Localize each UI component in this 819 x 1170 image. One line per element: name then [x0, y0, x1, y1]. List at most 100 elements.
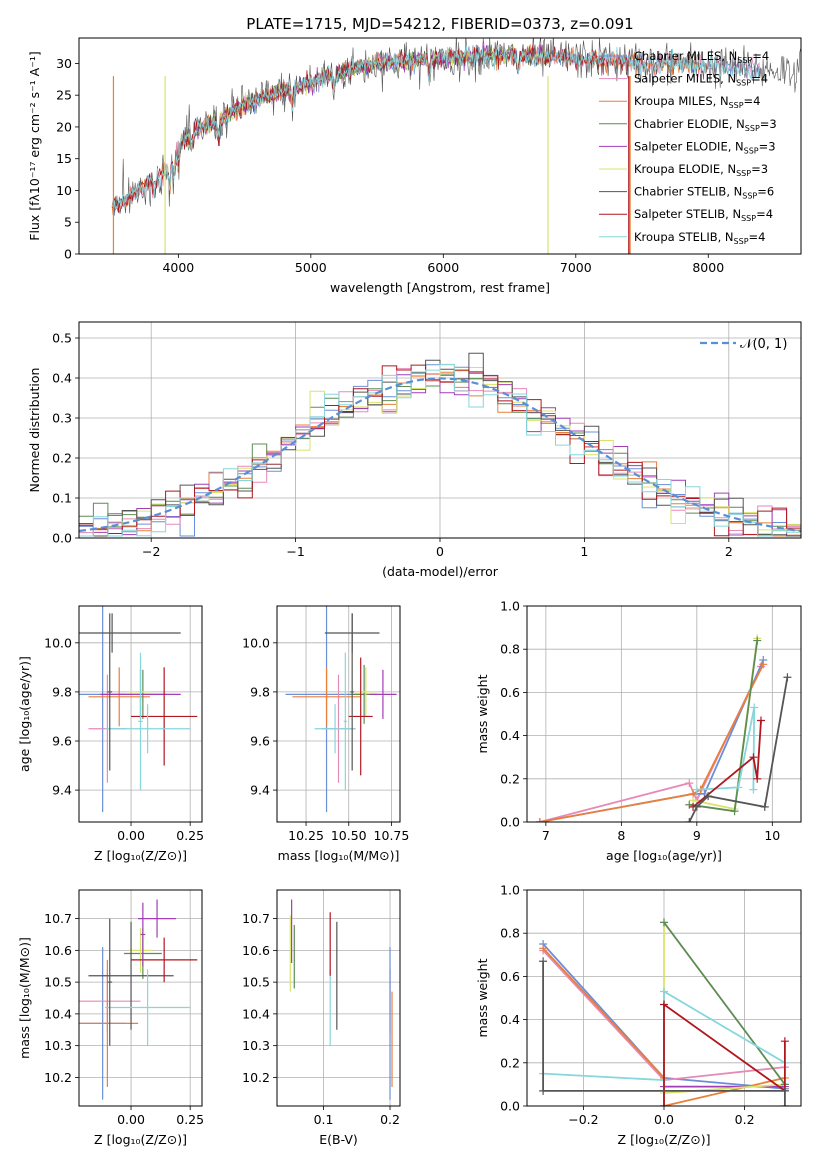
spectrum-series-chabrier_stelib — [111, 38, 801, 214]
y-axis-label: Normed distribution — [27, 368, 42, 493]
panel-z_mass: 0.00 0.25 10.2 10.3 10.4 10.5 10.6 10.7 Z [log₁₀… — [17, 889, 204, 1147]
spectrum-legend: Chabrier MILES, NSSP=4 Salpeter MILES, NS… — [599, 49, 777, 246]
y-tick-label: 10.0 — [44, 635, 72, 650]
y-tick-label: 0.5 — [52, 331, 72, 346]
plot-area-age_weight — [535, 634, 792, 822]
weight-marker-chabrier_elodie — [753, 636, 762, 645]
legend-label-salpeter_stelib: Salpeter STELIB, NSSP=4 — [634, 207, 773, 223]
legend-label-salpeter_miles: Salpeter MILES, NSSP=4 — [634, 72, 768, 88]
x-axis-label: Z [log₁₀(Z/Z⊙)] — [94, 1132, 187, 1147]
weight-marker-salpeter_stelib — [753, 774, 762, 783]
x-axis-label: wavelength [Angstrom, rest frame] — [330, 280, 550, 295]
y-tick-label: 10.2 — [242, 1070, 270, 1085]
weight-marker-chabrier_stelib — [685, 818, 694, 822]
y-tick-label: 10 — [56, 183, 72, 198]
histogram-kroupa_stelib — [79, 363, 801, 538]
y-axis-label: mass weight — [475, 674, 490, 753]
y-tick-label: 0.0 — [52, 531, 72, 546]
y-tick-label: 10.2 — [44, 1070, 72, 1085]
x-tick-label: 8 — [617, 828, 625, 843]
legend-label-chabrier_stelib: Chabrier STELIB, NSSP=6 — [634, 185, 774, 201]
y-tick-label: 9.6 — [52, 734, 72, 749]
y-axis-label: mass [log₁₀(M/M⊙)] — [17, 937, 32, 1059]
y-tick-label: 0.8 — [500, 926, 520, 941]
weight-marker-salpeter_stelib — [749, 753, 758, 762]
y-tick-label: 0.3 — [52, 411, 72, 426]
plot-area-spectrum — [111, 38, 801, 254]
x-tick-label: 0.2 — [735, 1112, 755, 1127]
legend-label-kroupa_miles: Kroupa MILES, NSSP=4 — [634, 94, 760, 110]
x-tick-label: 0 — [436, 544, 444, 559]
panel-ebv_mass: 0.1 0.2 10.2 10.3 10.4 10.5 10.6 10.7 E(B-V) — [242, 889, 401, 1147]
y-tick-label: 1.0 — [500, 883, 520, 898]
y-tick-label: 0.4 — [500, 1012, 520, 1027]
y-tick-label: 0.2 — [52, 451, 72, 466]
x-tick-label: 0.25 — [176, 828, 204, 843]
weight-marker-chabrier_stelib — [539, 1086, 548, 1095]
x-tick-label: −0.2 — [568, 1112, 598, 1127]
weight-marker-kroupa_stelib — [660, 987, 668, 996]
y-tick-label: 0.0 — [500, 1099, 520, 1114]
y-tick-label: 9.4 — [250, 783, 270, 798]
weight-line-chabrier_stelib — [542, 961, 786, 1106]
x-axis-label: Z [log₁₀(Z/Z⊙)] — [618, 1132, 711, 1147]
y-tick-label: 20 — [56, 119, 72, 134]
legend-label-kroupa_elodie: Kroupa ELODIE, NSSP=3 — [634, 162, 768, 178]
weight-line-salpeter_stelib — [692, 720, 762, 808]
y-tick-label: 10.4 — [242, 1006, 270, 1021]
weight-marker-chabrier_stelib — [780, 1086, 789, 1095]
weight-marker-salpeter_miles — [685, 779, 694, 788]
weight-marker-chabrier_stelib — [783, 673, 792, 682]
axes-frame — [78, 605, 203, 823]
x-axis-label: age [log₁₀(age/yr)] — [606, 848, 722, 863]
x-tick-label: 7000 — [560, 260, 592, 275]
weight-marker-chabrier_stelib — [704, 792, 713, 801]
weight-marker-kroupa_stelib — [692, 785, 701, 794]
weight-marker-salpeter_stelib — [780, 1037, 789, 1046]
y-tick-label: 10.5 — [44, 975, 72, 990]
y-tick-label: 10.7 — [242, 911, 270, 926]
x-tick-label: 10.75 — [374, 828, 410, 843]
legend-label-kroupa_stelib: Kroupa STELIB, NSSP=4 — [634, 230, 765, 246]
x-tick-label: 6000 — [427, 260, 459, 275]
weight-marker-salpeter_stelib — [756, 716, 765, 725]
legend-label-chabrier_elodie: Chabrier ELODIE, NSSP=3 — [634, 117, 777, 133]
figure-title: PLATE=1715, MJD=54212, FIBERID=0373, z=0… — [246, 15, 633, 33]
plot-area-z_weight — [539, 918, 789, 1106]
y-tick-label: 10.7 — [44, 911, 72, 926]
y-tick-label: 0.1 — [52, 491, 72, 506]
y-tick-label: 10.6 — [242, 943, 270, 958]
y-tick-label: 9.8 — [250, 684, 270, 699]
y-tick-label: 9.6 — [250, 734, 270, 749]
weight-marker-kroupa_miles — [535, 818, 544, 822]
x-tick-label: 0.1 — [314, 1112, 334, 1127]
x-tick-label: 2 — [725, 544, 733, 559]
plot-area-z_mass — [79, 899, 198, 1100]
panel-z_weight: −0.2 0.0 0.2 0.0 0.2 0.4 0.6 0.8 1.0 Z [log₁₀(Z/Z… — [475, 883, 802, 1147]
y-tick-label: 0.0 — [500, 815, 520, 830]
y-tick-label: 0.2 — [500, 771, 520, 786]
x-tick-label: −2 — [142, 544, 160, 559]
x-tick-label: 0.25 — [176, 1112, 204, 1127]
axes-frame — [276, 889, 401, 1107]
axes-frame — [526, 605, 802, 823]
y-tick-label: 0.2 — [500, 1055, 520, 1070]
y-axis-label: age [log₁₀(age/yr)] — [17, 656, 32, 772]
y-tick-label: 30 — [56, 56, 72, 71]
y-tick-label: 5 — [64, 215, 72, 230]
plot-area-ebv_mass — [289, 899, 393, 1100]
y-axis-label: mass weight — [475, 958, 490, 1037]
y-tick-label: 9.8 — [52, 684, 72, 699]
normal-curve — [79, 377, 801, 533]
weight-marker-kroupa_miles — [539, 944, 548, 953]
panel-mass_age: 10.25 10.50 10.75 9.4 9.6 9.8 10.0 mass [log₁₀(… — [242, 605, 410, 863]
y-axis-label: Flux [fλ10⁻¹⁷ erg cm⁻² s⁻¹ A⁻¹] — [27, 51, 42, 240]
x-tick-label: 9 — [693, 828, 701, 843]
y-tick-label: 10.3 — [44, 1038, 72, 1053]
y-tick-label: 0.6 — [500, 685, 520, 700]
weight-marker-kroupa_stelib — [734, 783, 743, 792]
weight-marker-kroupa_stelib — [749, 785, 758, 794]
weight-marker-chabrier_elodie — [660, 918, 668, 927]
x-tick-label: −1 — [286, 544, 304, 559]
